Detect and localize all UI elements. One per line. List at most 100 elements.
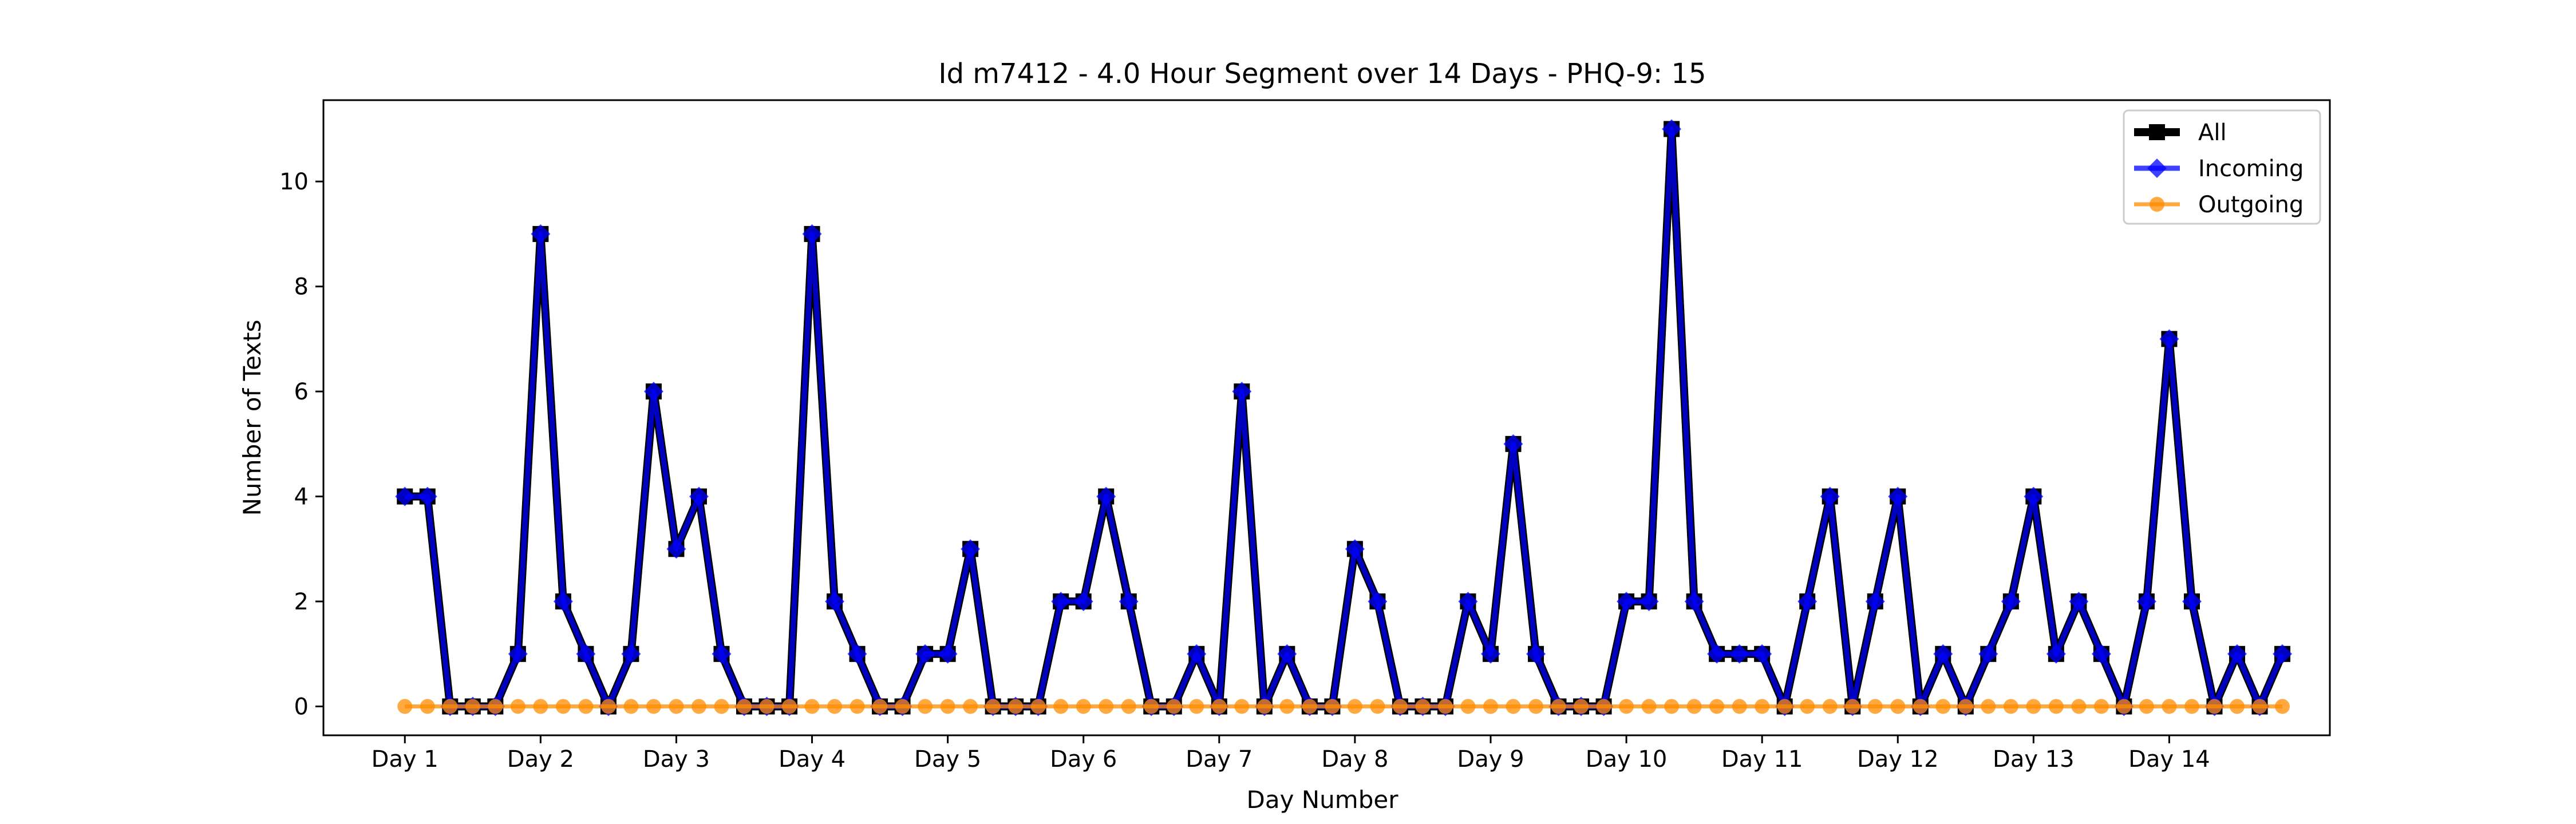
data-point (2227, 644, 2247, 664)
data-point (1888, 486, 1908, 506)
data-point (669, 699, 684, 714)
data-point (1617, 592, 1637, 612)
data-point (714, 699, 729, 714)
data-point (1073, 592, 1093, 612)
data-point (1797, 592, 1818, 612)
data-point (1121, 699, 1136, 714)
data-point (2139, 699, 2154, 714)
data-point (1978, 644, 1998, 664)
legend-marker (2147, 159, 2167, 178)
x-tick-label: Day 9 (1457, 746, 1524, 772)
legend-label: Incoming (2198, 156, 2304, 182)
data-point (850, 699, 865, 714)
legend-item-all: All (2134, 120, 2227, 146)
data-point (782, 699, 797, 714)
x-tick-label: Day 14 (2128, 746, 2210, 772)
data-point (2159, 329, 2179, 349)
data-point (553, 592, 573, 612)
data-point (1370, 699, 1385, 714)
data-point (510, 699, 526, 714)
y-tick-label: 8 (294, 274, 309, 300)
data-point (2136, 592, 2156, 612)
data-point (1144, 699, 1159, 714)
chart-title: Id m7412 - 4.0 Hour Segment over 14 Days… (938, 58, 1706, 90)
x-tick-label: Day 8 (1321, 746, 1388, 772)
data-point (1257, 699, 1272, 714)
data-point (1345, 539, 1365, 559)
y-tick-label: 10 (279, 169, 309, 195)
data-point (395, 486, 415, 506)
data-point (1933, 644, 1953, 664)
data-point (940, 699, 955, 714)
data-point (1619, 699, 1634, 714)
data-point (2184, 699, 2199, 714)
data-point (2252, 699, 2267, 714)
x-tick-label: Day 3 (643, 746, 710, 772)
data-point (1503, 434, 1523, 454)
data-point (1732, 699, 1747, 714)
data-point (1234, 699, 1250, 714)
data-point (600, 699, 616, 714)
data-point (1752, 644, 1772, 664)
data-point (1684, 592, 1704, 612)
legend-marker (2149, 124, 2165, 140)
data-point (1551, 699, 1566, 714)
legend-marker (2150, 197, 2164, 212)
series-incoming (395, 119, 2293, 716)
data-point (1437, 699, 1453, 714)
data-point (961, 539, 981, 559)
x-tick-label: Day 5 (914, 746, 981, 772)
data-point (1096, 486, 1116, 506)
data-point (1415, 699, 1431, 714)
data-point (1890, 699, 1906, 714)
data-point (2001, 592, 2021, 612)
data-point (488, 699, 503, 714)
data-point (712, 644, 732, 664)
x-tick-label: Day 7 (1186, 746, 1253, 772)
data-point (442, 699, 458, 714)
y-tick-label: 0 (294, 694, 309, 720)
legend-item-incoming: Incoming (2134, 156, 2304, 182)
data-point (1800, 699, 1815, 714)
data-point (689, 486, 709, 506)
data-point (802, 224, 822, 244)
x-tick-label: Day 10 (1586, 746, 1668, 772)
data-point (1483, 699, 1498, 714)
data-point (827, 699, 843, 714)
data-point (804, 699, 820, 714)
data-point (1845, 699, 1860, 714)
data-point (1709, 699, 1725, 714)
data-point (533, 699, 548, 714)
data-point (1480, 644, 1500, 664)
data-point (1277, 644, 1297, 664)
x-tick-label: Day 2 (507, 746, 574, 772)
y-axis: 0 2 4 6 8 10 (279, 169, 323, 720)
x-tick-label: Day 13 (1993, 746, 2075, 772)
y-tick-label: 6 (294, 379, 309, 405)
data-point (2093, 699, 2109, 714)
data-point (2273, 644, 2293, 664)
data-point (1099, 699, 1114, 714)
data-point (2229, 699, 2245, 714)
data-point (1526, 644, 1546, 664)
plot-frame (322, 99, 2331, 736)
data-point (985, 699, 1001, 714)
data-point (1347, 699, 1362, 714)
data-point (1820, 486, 1840, 506)
data-point (1822, 699, 1838, 714)
data-point (1325, 699, 1340, 714)
data-point (1051, 592, 1071, 612)
data-point (1707, 644, 1727, 664)
data-point (2207, 699, 2222, 714)
data-point (1458, 592, 1478, 612)
data-point (578, 699, 594, 714)
data-point (1867, 699, 1883, 714)
data-point (759, 699, 775, 714)
data-point (1641, 699, 1657, 714)
data-point (915, 644, 935, 664)
data-point (420, 699, 435, 714)
data-point (1119, 592, 1139, 612)
data-point (1596, 699, 1611, 714)
data-point (1189, 699, 1204, 714)
x-axis-label: Day Number (1246, 786, 1398, 814)
